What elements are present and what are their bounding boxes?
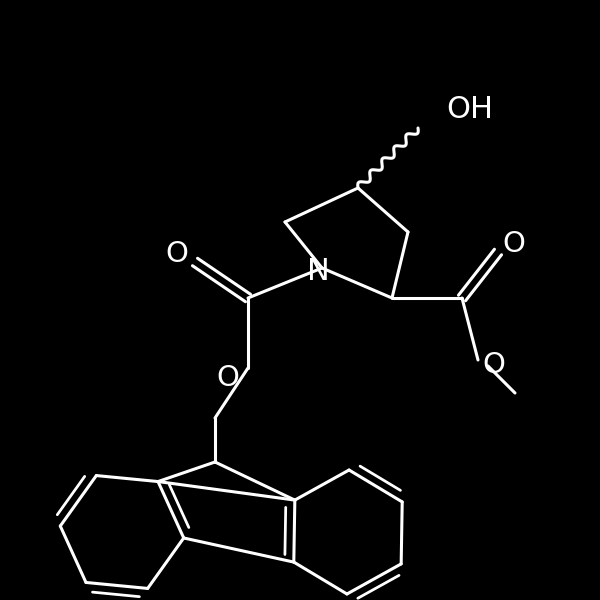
Text: O: O: [217, 364, 239, 392]
Text: OH: OH: [446, 95, 493, 124]
Text: N: N: [307, 257, 329, 286]
Text: O: O: [482, 351, 505, 379]
Text: O: O: [166, 240, 188, 268]
Text: O: O: [503, 230, 526, 258]
